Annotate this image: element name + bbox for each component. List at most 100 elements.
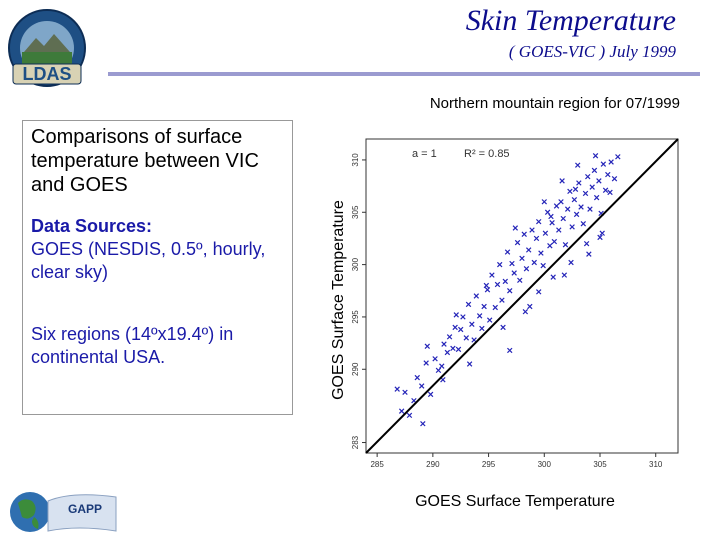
data-point	[542, 230, 549, 236]
x-tick-label: 285	[370, 460, 384, 469]
x-tick-label: 305	[593, 460, 607, 469]
data-point	[576, 180, 582, 186]
y-tick-label: 310	[351, 153, 360, 167]
data-point	[514, 239, 521, 246]
data-point	[587, 206, 593, 212]
logo-text: LDAS	[23, 64, 72, 84]
data-point	[525, 247, 532, 253]
data-point	[453, 312, 459, 318]
data-point	[535, 218, 542, 225]
data-point	[522, 308, 529, 315]
data-point	[551, 238, 558, 245]
data-point	[484, 286, 491, 293]
data-point	[414, 374, 420, 381]
title-rule	[108, 72, 700, 76]
data-point	[582, 190, 589, 197]
data-point	[444, 349, 451, 356]
data-point	[460, 314, 466, 320]
data-point	[585, 173, 591, 180]
data-point	[427, 391, 434, 398]
data-point	[523, 266, 530, 272]
data-point	[473, 293, 480, 299]
gapp-logo: GAPP	[10, 492, 117, 532]
data-point	[492, 304, 498, 311]
data-point	[550, 274, 556, 280]
data-point	[578, 204, 584, 210]
data-point	[452, 324, 458, 331]
data-point	[465, 301, 472, 308]
data-point	[517, 277, 523, 284]
data-point	[527, 303, 533, 310]
data-point	[494, 281, 501, 288]
data-point	[596, 178, 602, 184]
data-point	[406, 412, 413, 419]
data-point	[457, 326, 464, 333]
info-heading: Comparisons of surface temperature betwe…	[31, 126, 259, 196]
data-point	[580, 221, 587, 227]
y-tick-label: 305	[351, 205, 360, 219]
data-point	[562, 241, 569, 248]
data-point	[504, 249, 511, 255]
data-point	[615, 154, 621, 160]
gapp-text: GAPP	[68, 502, 102, 516]
data-point	[529, 227, 535, 233]
x-tick-label: 300	[538, 460, 552, 469]
data-point	[599, 230, 605, 236]
data-point	[600, 161, 607, 167]
data-sources-label: Data Sources:	[31, 216, 153, 236]
data-point	[521, 231, 527, 237]
data-point	[608, 159, 614, 165]
data-point	[512, 225, 519, 231]
x-axis-label: GOES Surface Temperature	[415, 493, 615, 510]
data-point	[509, 260, 515, 267]
data-point	[573, 211, 580, 218]
y-tick-label: 300	[351, 257, 360, 271]
ldas-logo: LDAS	[8, 9, 86, 87]
data-point	[398, 408, 405, 414]
data-point	[455, 346, 462, 353]
data-point	[463, 335, 470, 341]
data-point	[567, 188, 573, 195]
data-point	[519, 255, 525, 262]
y-tick-label: 295	[351, 310, 360, 324]
x-tick-label: 295	[482, 460, 496, 469]
data-point	[420, 420, 426, 427]
plot-frame	[365, 138, 679, 454]
data-point	[424, 343, 431, 349]
data-point	[591, 167, 598, 174]
data-point	[586, 251, 592, 257]
data-point	[489, 272, 495, 278]
fit-line	[365, 138, 679, 454]
data-point	[441, 341, 447, 347]
data-point	[547, 243, 553, 249]
data-point	[553, 203, 560, 209]
data-point	[394, 386, 400, 392]
regions-text: Six regions (14ºx19.4º) in continental U…	[31, 324, 234, 367]
data-point	[607, 189, 613, 196]
data-point	[560, 215, 566, 222]
data-point	[507, 347, 513, 354]
y-tick-label: 290	[351, 362, 360, 376]
x-tick-label: 310	[649, 460, 663, 469]
data-point	[450, 345, 456, 352]
data-point	[535, 289, 542, 295]
data-point	[549, 220, 555, 226]
data-point	[469, 321, 475, 327]
data-point	[589, 184, 595, 190]
data-point	[496, 261, 503, 268]
data-point	[418, 383, 425, 389]
data-point	[568, 259, 574, 266]
data-point	[571, 196, 578, 203]
data-point	[481, 303, 487, 310]
data-point	[561, 272, 568, 278]
data-point	[572, 186, 579, 192]
data-point	[533, 235, 540, 242]
data-point	[479, 325, 485, 332]
data-point	[559, 178, 565, 184]
slide-title: Skin Temperature	[465, 4, 676, 37]
data-point	[423, 360, 429, 366]
data-point	[574, 162, 581, 168]
data-point	[446, 334, 453, 340]
data-point	[432, 356, 438, 362]
data-point	[602, 187, 609, 194]
